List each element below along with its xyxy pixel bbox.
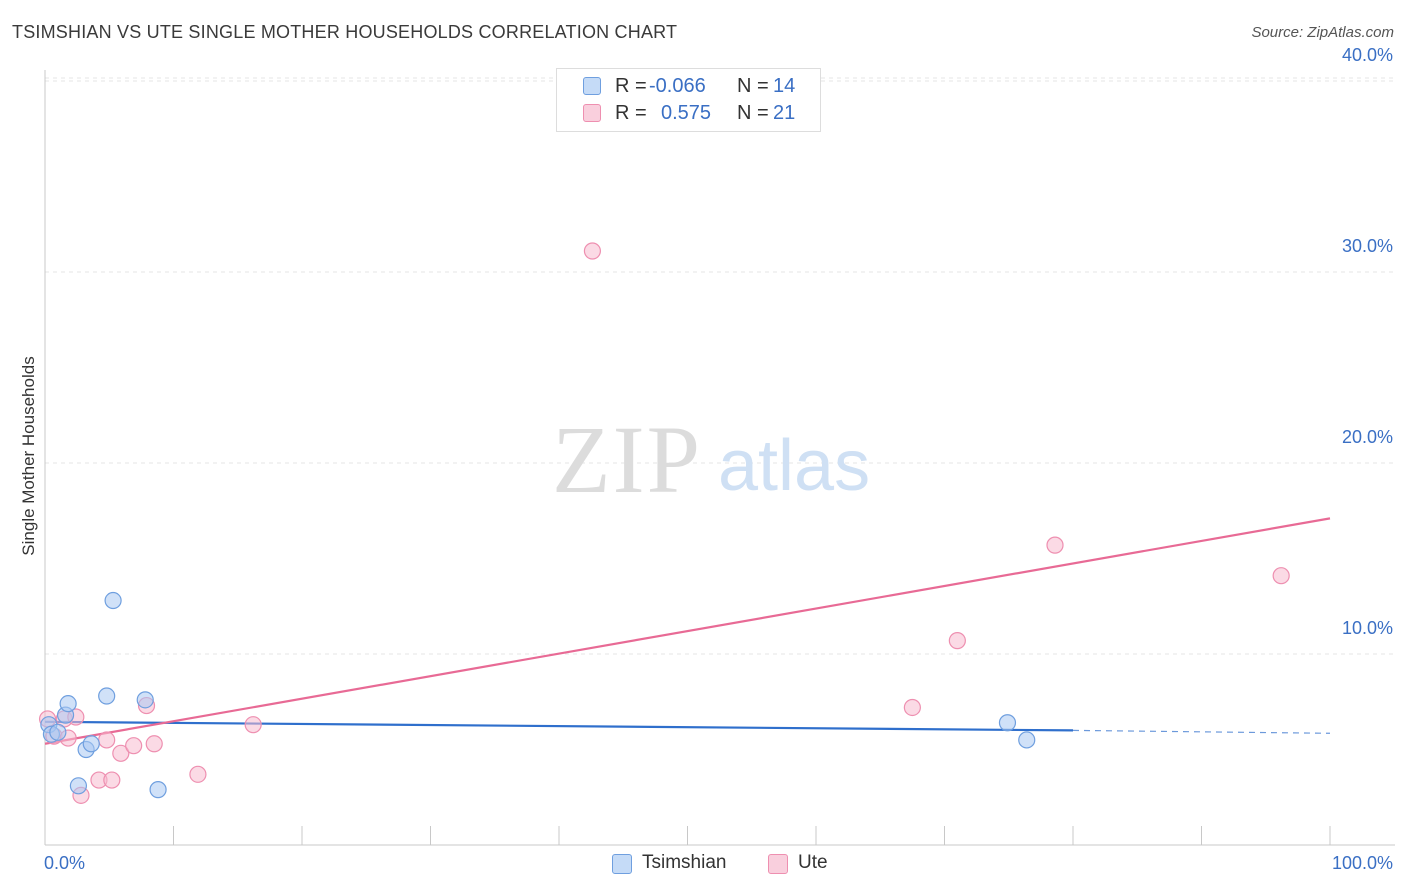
data-point-tsimshian [60,696,76,712]
legend-swatch-ute [768,854,788,874]
trend-line-tsimshian-extension [1073,730,1330,733]
trend-layer [45,518,1330,743]
data-point-ute [245,717,261,733]
data-point-tsimshian [70,778,86,794]
y-tick-label: 10.0% [1342,618,1393,638]
legend-row-ute: R = 0.575 N = 21 [557,100,820,128]
data-point-tsimshian [105,593,121,609]
y-tick-label: 20.0% [1342,427,1393,447]
watermark-zip: ZIP [552,406,702,513]
data-point-ute [584,243,600,259]
legend-n-value: 21 [773,102,795,125]
legend-r-label: R = [615,102,647,125]
legend-r-value: -0.066 [649,75,706,98]
x-tick-label: 0.0% [44,853,85,873]
legend-r-value: 0.575 [661,102,711,125]
legend-r-label: R = [615,75,647,98]
trend-line-tsimshian [45,722,1073,731]
data-point-ute [1273,568,1289,584]
legend-swatch-tsimshian [583,77,601,95]
data-point-ute [99,732,115,748]
y-tick-label: 30.0% [1342,236,1393,256]
watermark: ZIP atlas [552,406,870,513]
data-point-ute [146,736,162,752]
data-point-ute [104,772,120,788]
y-axis-label: Single Mother Households [19,356,38,555]
trend-line-ute [45,518,1330,743]
legend-swatch-ute [583,104,601,122]
data-point-tsimshian [137,692,153,708]
data-point-tsimshian [1019,732,1035,748]
scatter-chart: ZIP atlas 10.0% 20.0% 30.0% 40.0% 0.0% 100.0%… [0,0,1406,892]
correlation-legend: R = -0.066 N = 14 R = 0.575 N = 21 [556,68,821,132]
legend-n-label: N = [737,75,769,98]
legend-label-ute: Ute [798,852,828,874]
data-point-tsimshian [99,688,115,704]
grid-layer [45,78,1395,654]
points-layer [40,243,1290,803]
watermark-atlas: atlas [718,426,870,506]
legend-label-tsimshian: Tsimshian [642,852,726,874]
y-tick-label: 40.0% [1342,45,1393,65]
data-point-tsimshian [999,715,1015,731]
legend-n-value: 14 [773,75,795,98]
data-point-ute [126,738,142,754]
x-tick-label: 100.0% [1332,853,1393,873]
data-point-tsimshian [50,724,66,740]
data-point-ute [190,766,206,782]
data-point-ute [1047,537,1063,553]
data-point-ute [904,699,920,715]
legend-swatch-tsimshian [612,854,632,874]
legend-row-tsimshian: R = -0.066 N = 14 [557,73,820,101]
legend-n-label: N = [737,102,769,125]
data-point-tsimshian [83,736,99,752]
data-point-ute [949,633,965,649]
data-point-tsimshian [150,782,166,798]
